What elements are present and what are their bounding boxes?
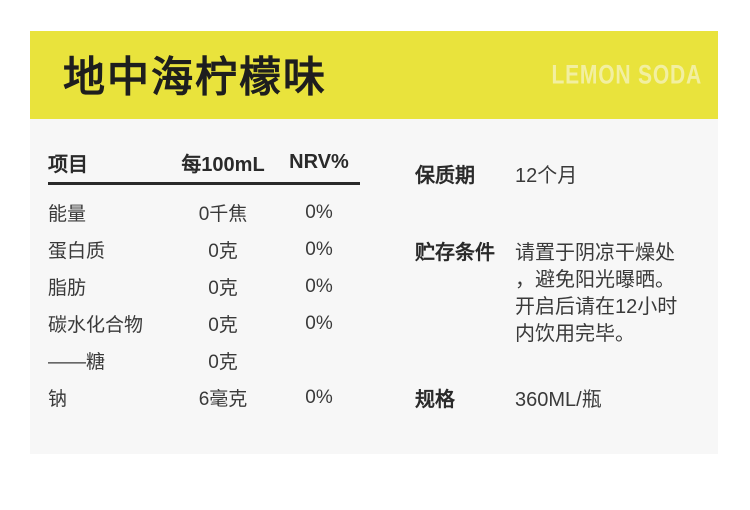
table-row: 钠 6毫克 0% xyxy=(48,379,360,416)
table-row: 蛋白质 0克 0% xyxy=(48,231,360,268)
row-item-nrv: 0% xyxy=(305,275,333,297)
row-item-value: 0克 xyxy=(208,241,238,262)
row-item-nrv: 0% xyxy=(305,201,333,223)
row-item-label: 脂肪 xyxy=(48,278,87,299)
row-item-nrv: 0% xyxy=(305,386,333,408)
column-header-per-100ml: 每100mL xyxy=(181,153,265,176)
row-item-value: 0克 xyxy=(208,352,238,373)
row-item-value: 6毫克 xyxy=(198,389,248,410)
row-item-value: 0千焦 xyxy=(198,204,248,225)
row-item-label: 蛋白质 xyxy=(48,241,106,262)
row-item-nrv: 0% xyxy=(305,238,333,260)
flavor-banner: 地中海柠檬味 LEMON SODA xyxy=(30,31,718,119)
column-header-nrv: NRV% xyxy=(289,150,349,173)
row-item-label: 钠 xyxy=(48,389,68,410)
shelf-life-value: 12个月 xyxy=(515,165,578,187)
storage-conditions-label: 贮存条件 xyxy=(415,242,495,264)
table-row: ——糖 0克 xyxy=(48,342,360,379)
storage-conditions-value: 请置于阴凉干燥处 ，避免阳光曝晒。 开启后请在12小时 内饮用完毕。 xyxy=(515,242,678,345)
header-divider xyxy=(48,182,360,185)
row-item-value: 0克 xyxy=(208,315,238,336)
product-details-panel: 项目 每100mL NRV% 能量 0千焦 0% 蛋白质 0克 0% 脂肪 0克… xyxy=(30,119,718,454)
table-row: 碳水化合物 0克 0% xyxy=(48,305,360,342)
flavor-title: 地中海柠檬味 xyxy=(63,52,328,102)
row-item-label: 能量 xyxy=(48,204,87,225)
specification-value: 360ML/瓶 xyxy=(515,389,602,411)
specification-label: 规格 xyxy=(415,389,455,411)
table-row: 能量 0千焦 0% xyxy=(48,194,360,231)
flavor-subtitle: LEMON SODA xyxy=(551,59,702,90)
nutrition-table-header: 项目 每100mL NRV% xyxy=(48,149,360,176)
nutrition-table-body: 能量 0千焦 0% 蛋白质 0克 0% 脂肪 0克 0% 碳水化合物 0克 0%… xyxy=(48,185,360,416)
row-item-nrv: 0% xyxy=(305,312,333,334)
row-item-label: 碳水化合物 xyxy=(48,315,144,336)
row-item-label: ——糖 xyxy=(48,352,106,373)
column-header-item: 项目 xyxy=(48,153,88,176)
row-item-value: 0克 xyxy=(208,278,238,299)
table-row: 脂肪 0克 0% xyxy=(48,268,360,305)
shelf-life-label: 保质期 xyxy=(415,165,475,187)
nutrition-table: 项目 每100mL NRV% 能量 0千焦 0% 蛋白质 0克 0% 脂肪 0克… xyxy=(48,149,360,416)
